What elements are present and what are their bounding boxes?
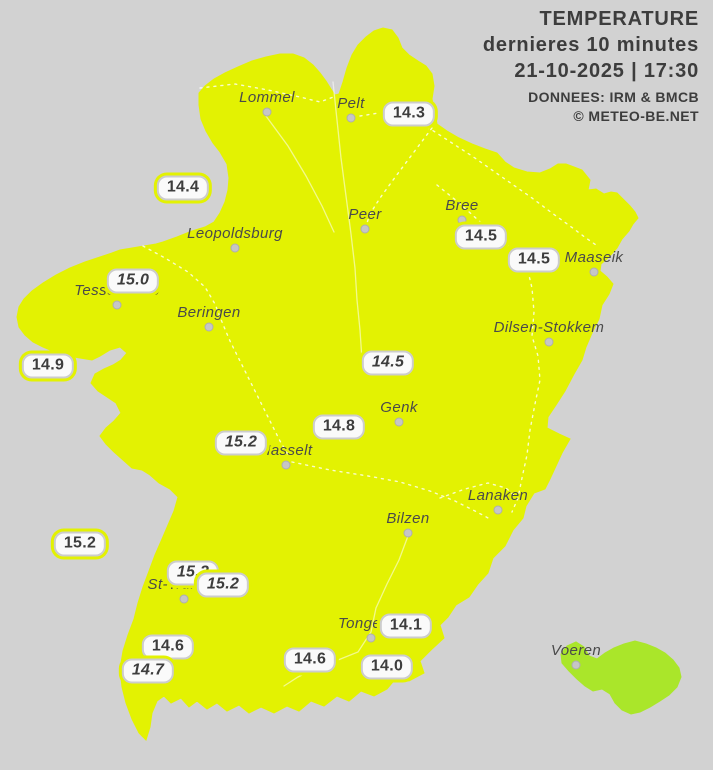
map-credit: © METEO-BE.NET <box>573 108 699 124</box>
temperature-badge: 14.4 <box>156 175 210 201</box>
voeren-exclave-shape <box>560 640 682 715</box>
temperature-badge: 14.5 <box>361 350 415 376</box>
temperature-badge: 14.5 <box>454 224 508 250</box>
temperature-badge: 14.6 <box>283 647 337 673</box>
waterways <box>265 81 409 687</box>
city-label: Leopoldsburg <box>187 225 283 242</box>
temperature-badge: 14.0 <box>360 654 414 680</box>
temperature-badge: 15.2 <box>53 531 107 557</box>
city-dot-icon <box>366 633 376 643</box>
city-dot-icon <box>403 528 413 538</box>
city-dot-icon <box>589 267 599 277</box>
temperature-badge: 15.0 <box>106 268 160 294</box>
city-label: Beringen <box>177 304 241 321</box>
temperature-badge: 15.2 <box>214 430 268 456</box>
map-header: TEMPERATURE dernieres 10 minutes 21-10-2… <box>483 6 699 126</box>
city-label: Maaseik <box>564 249 624 266</box>
city-label: Bree <box>445 197 479 214</box>
city-label: Bilzen <box>386 510 430 527</box>
city-label: Lommel <box>239 89 295 106</box>
temperature-badge: 14.3 <box>382 101 436 127</box>
city-label: Dilsen-Stokkem <box>493 319 605 336</box>
temperature-badge: 15.2 <box>196 572 250 598</box>
city-label: Peer <box>348 206 382 223</box>
temperature-badge: 14.7 <box>121 658 175 684</box>
city-dot-icon <box>457 215 467 225</box>
city-dot-icon <box>544 337 554 347</box>
map-subtitle: dernieres 10 minutes <box>482 34 699 56</box>
temperature-badge: 14.9 <box>21 353 75 379</box>
temperature-badge: 14.6 <box>141 634 195 660</box>
map-data-source: DONNEES: IRM & BMCB <box>528 89 699 105</box>
city-dot-icon <box>262 107 272 117</box>
city-label: Genk <box>380 399 418 416</box>
city-dot-icon <box>230 243 240 253</box>
city-dot-icon <box>571 660 581 670</box>
city-label: Hasselt <box>259 442 313 459</box>
temperature-badge: 14.8 <box>312 414 366 440</box>
city-dot-icon <box>281 460 291 470</box>
map-title: TEMPERATURE <box>539 8 699 30</box>
city-dot-icon <box>204 322 214 332</box>
city-dot-icon <box>394 417 404 427</box>
city-dot-icon <box>112 300 122 310</box>
city-dot-icon <box>346 113 356 123</box>
city-label: Pelt <box>337 95 365 112</box>
city-dot-icon <box>179 594 189 604</box>
city-label: Voeren <box>550 642 602 659</box>
temperature-badge: 14.5 <box>507 247 561 273</box>
city-dot-icon <box>360 224 370 234</box>
map-datetime: 21-10-2025 | 17:30 <box>514 60 699 82</box>
temperature-badge: 14.1 <box>379 613 433 639</box>
city-label: Lanaken <box>467 487 529 504</box>
city-dot-icon <box>493 505 503 515</box>
